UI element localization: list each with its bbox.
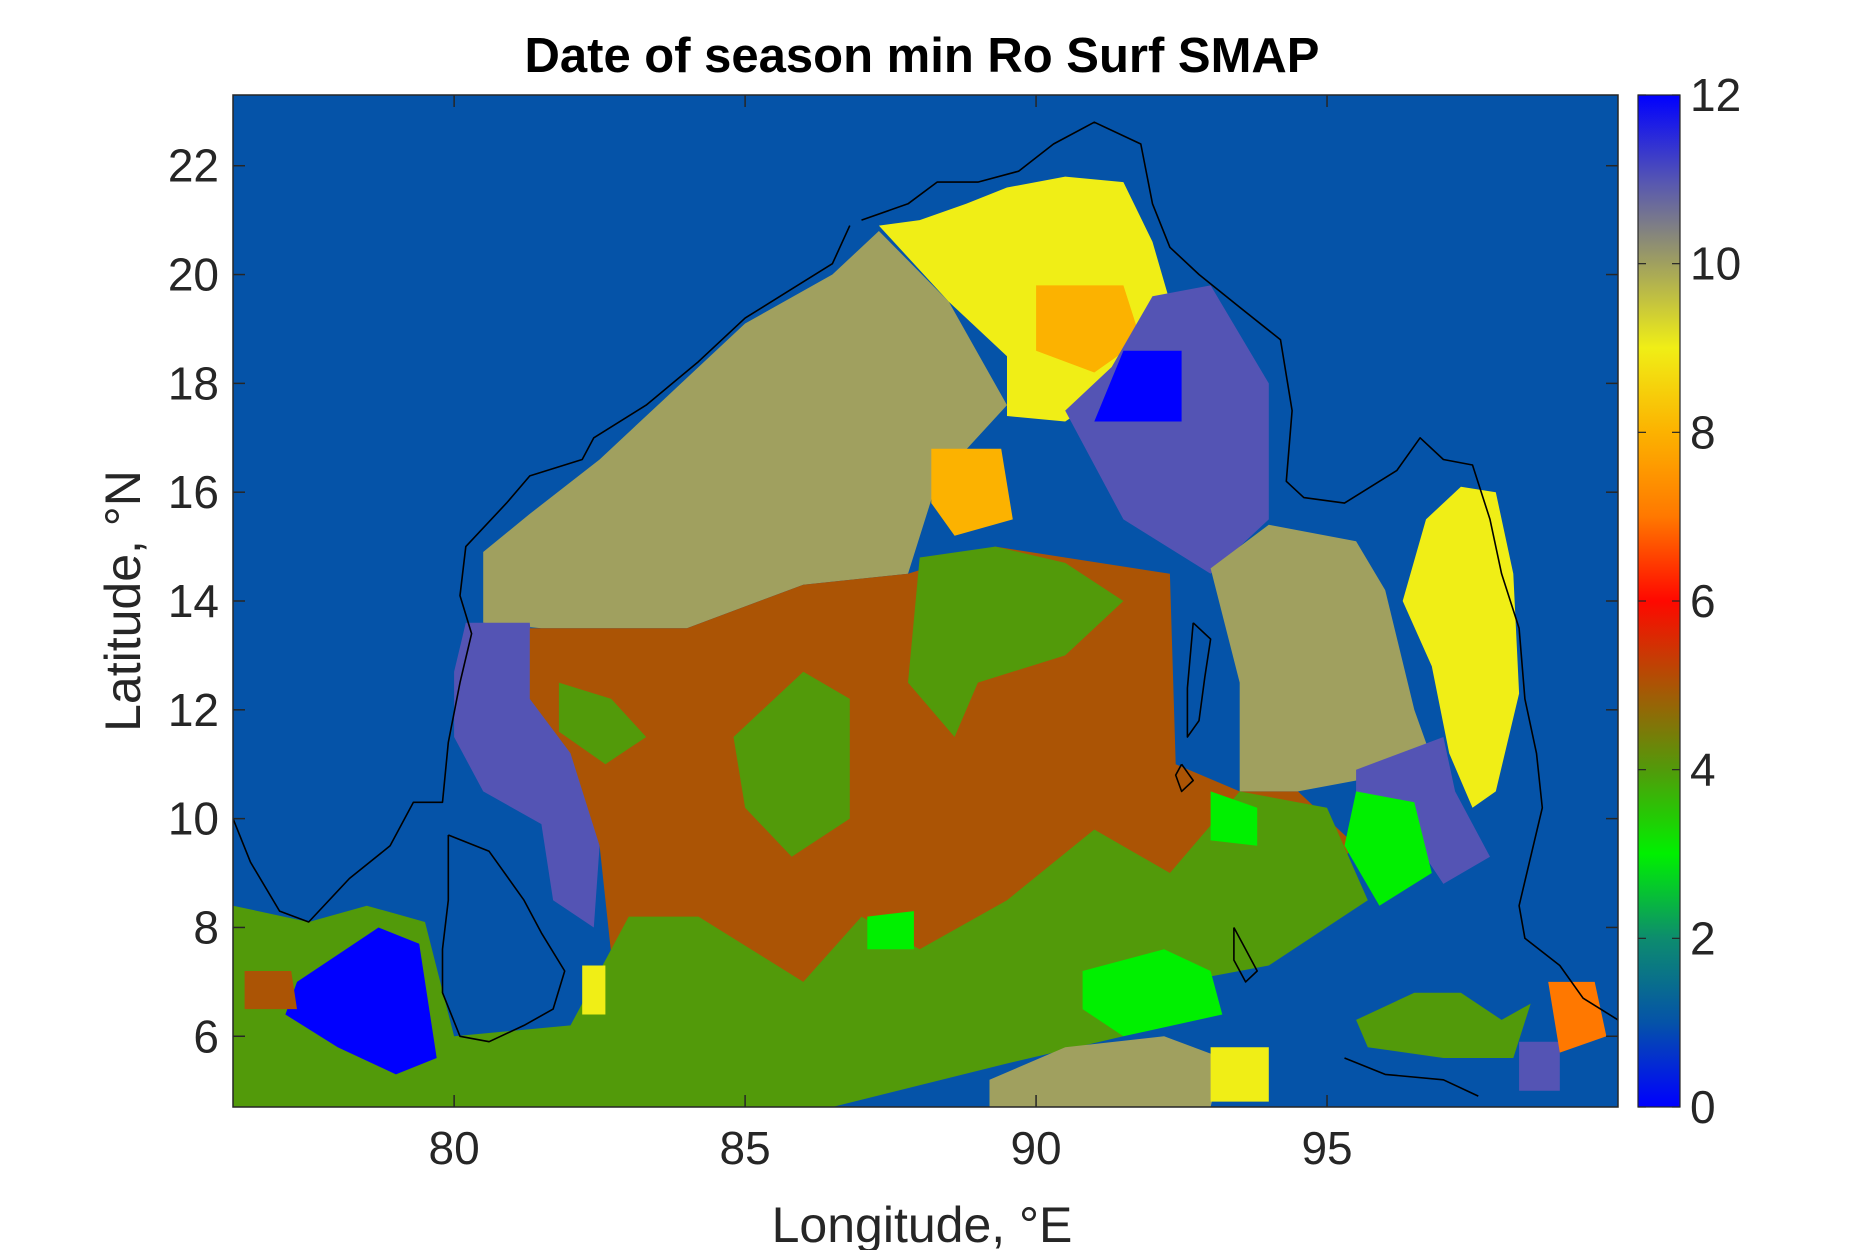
region-northern-patch bbox=[1036, 285, 1141, 373]
region-blue-patch-18N bbox=[1094, 350, 1182, 422]
colorbar-tick-label: 8 bbox=[1690, 406, 1716, 458]
y-axis: 6 8 10 12 14 16 18 20 22 bbox=[168, 140, 1618, 1062]
y-tick-label: 12 bbox=[168, 684, 219, 736]
region-orange-se bbox=[1548, 981, 1607, 1053]
colorbar-tick-label: 2 bbox=[1690, 912, 1716, 964]
region-green-se bbox=[1356, 992, 1531, 1058]
region-yellow-south bbox=[1210, 1047, 1269, 1102]
y-tick-label: 10 bbox=[168, 793, 219, 845]
x-tick-label: 95 bbox=[1301, 1122, 1352, 1174]
x-axis: 80 85 90 95 bbox=[429, 95, 1353, 1174]
region-bright-green-south bbox=[1082, 949, 1223, 1037]
y-tick-label: 16 bbox=[168, 466, 219, 518]
coastline bbox=[233, 121, 1618, 1097]
coastline-segment bbox=[1186, 622, 1212, 738]
x-tick-label: 90 bbox=[1010, 1122, 1061, 1174]
region-green-center-blob bbox=[733, 671, 850, 857]
region-northwest-bay bbox=[483, 231, 1007, 629]
heatmap-regions bbox=[233, 176, 1607, 1107]
region-green-south-band bbox=[233, 791, 1368, 1107]
region-bright-green-east bbox=[1344, 791, 1432, 906]
x-tick-label: 80 bbox=[429, 1122, 480, 1174]
y-tick-label: 18 bbox=[168, 357, 219, 409]
region-yellow-srilanka bbox=[582, 965, 606, 1015]
region-myanmar-coast-violet bbox=[1065, 285, 1269, 574]
region-brown-sw-patch bbox=[244, 971, 297, 1010]
region-central-patch bbox=[931, 448, 1013, 536]
colorbar-tick-label: 6 bbox=[1690, 575, 1716, 627]
y-tick-label: 14 bbox=[168, 575, 219, 627]
region-andaman-violet bbox=[1356, 737, 1490, 884]
region-olive-south bbox=[989, 1036, 1223, 1107]
coastline-segment bbox=[1174, 763, 1194, 793]
coastline-segment bbox=[1344, 1057, 1479, 1097]
region-andaman-olive bbox=[1210, 524, 1444, 792]
x-tick-label: 85 bbox=[720, 1122, 771, 1174]
coastline-segment bbox=[441, 834, 566, 1043]
colorbar-tick-label: 12 bbox=[1690, 69, 1741, 121]
region-east-india-coast-violet bbox=[454, 622, 600, 928]
colorbar-tick-label: 10 bbox=[1690, 238, 1741, 290]
coastline-segment bbox=[233, 225, 851, 923]
region-blue-patch-sw bbox=[285, 927, 437, 1075]
y-tick-label: 20 bbox=[168, 249, 219, 301]
colorbar-tick-label: 0 bbox=[1690, 1081, 1716, 1133]
region-violet-se bbox=[1519, 1041, 1560, 1091]
colorbar-ticks: 0 2 4 6 8 10 12 bbox=[1638, 69, 1741, 1133]
y-axis-label: Latitude, °N bbox=[95, 470, 151, 732]
region-green-ne-blob bbox=[908, 546, 1124, 737]
region-myanmar-yellow-strip bbox=[1402, 486, 1520, 808]
y-tick-label: 8 bbox=[193, 901, 219, 953]
x-axis-label: Longitude, °E bbox=[772, 1197, 1073, 1250]
y-tick-label: 6 bbox=[193, 1010, 219, 1062]
chart-title: Date of season min Ro Surf SMAP bbox=[524, 29, 1319, 83]
y-tick-label: 22 bbox=[168, 140, 219, 192]
region-bright-green-mid bbox=[867, 911, 914, 950]
colorbar-tick-label: 4 bbox=[1690, 744, 1716, 796]
coastline-segment bbox=[1233, 927, 1258, 983]
coastline-segment bbox=[861, 121, 1618, 1021]
region-green-west-blob bbox=[558, 682, 647, 765]
region-bright-green-andaman bbox=[1210, 791, 1258, 846]
